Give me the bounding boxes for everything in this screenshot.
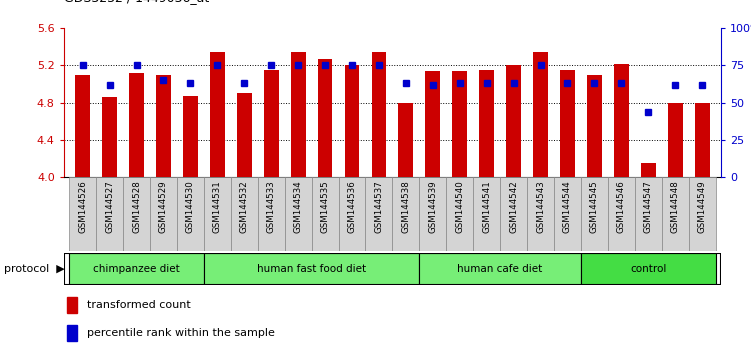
Text: control: control bbox=[630, 264, 666, 274]
Bar bbox=[587, 75, 602, 177]
Text: chimpanzee diet: chimpanzee diet bbox=[93, 264, 180, 274]
Bar bbox=[581, 177, 608, 251]
Text: GSM144549: GSM144549 bbox=[698, 181, 707, 233]
Text: GSM144537: GSM144537 bbox=[375, 181, 384, 234]
Text: GSM144539: GSM144539 bbox=[428, 181, 437, 233]
Bar bbox=[479, 70, 494, 177]
Text: GSM144540: GSM144540 bbox=[455, 181, 464, 234]
Text: GSM144529: GSM144529 bbox=[159, 181, 168, 233]
Bar bbox=[183, 96, 198, 177]
Bar bbox=[129, 73, 144, 177]
Text: GSM144545: GSM144545 bbox=[590, 181, 599, 234]
Bar bbox=[614, 64, 629, 177]
Bar bbox=[366, 177, 392, 251]
Text: GSM144546: GSM144546 bbox=[617, 181, 626, 234]
Bar bbox=[156, 75, 171, 177]
Bar bbox=[204, 253, 419, 285]
Bar bbox=[581, 253, 716, 285]
Bar bbox=[554, 177, 581, 251]
Text: GSM144528: GSM144528 bbox=[132, 181, 141, 234]
Bar bbox=[210, 52, 225, 177]
Bar bbox=[102, 97, 117, 177]
Bar bbox=[452, 71, 467, 177]
Text: GSM144527: GSM144527 bbox=[105, 181, 114, 234]
Bar bbox=[662, 177, 689, 251]
Text: GSM144542: GSM144542 bbox=[509, 181, 518, 234]
Bar bbox=[419, 253, 581, 285]
Text: human fast food diet: human fast food diet bbox=[257, 264, 366, 274]
Bar bbox=[69, 253, 204, 285]
Text: protocol  ▶: protocol ▶ bbox=[4, 264, 65, 274]
Text: GSM144541: GSM144541 bbox=[482, 181, 491, 234]
Text: GSM144548: GSM144548 bbox=[671, 181, 680, 234]
Bar bbox=[339, 177, 366, 251]
Bar bbox=[96, 177, 123, 251]
Text: GDS3232 / 1449036_at: GDS3232 / 1449036_at bbox=[64, 0, 209, 4]
Bar bbox=[425, 71, 440, 177]
Text: transformed count: transformed count bbox=[87, 300, 191, 310]
Bar bbox=[372, 52, 386, 177]
Bar bbox=[500, 177, 527, 251]
Bar bbox=[446, 177, 473, 251]
Bar bbox=[473, 177, 500, 251]
Text: GSM144535: GSM144535 bbox=[321, 181, 330, 234]
Text: GSM144538: GSM144538 bbox=[401, 181, 410, 234]
Bar bbox=[635, 177, 662, 251]
Bar bbox=[668, 103, 683, 177]
Bar bbox=[285, 177, 312, 251]
Bar bbox=[291, 52, 306, 177]
Bar bbox=[67, 325, 77, 341]
Bar bbox=[608, 177, 635, 251]
Text: GSM144543: GSM144543 bbox=[536, 181, 545, 234]
Bar bbox=[258, 177, 285, 251]
Text: GSM144547: GSM144547 bbox=[644, 181, 653, 234]
Bar bbox=[150, 177, 177, 251]
Bar bbox=[312, 177, 339, 251]
Bar bbox=[318, 59, 333, 177]
Bar bbox=[533, 52, 548, 177]
Bar bbox=[399, 103, 413, 177]
Text: human cafe diet: human cafe diet bbox=[457, 264, 543, 274]
Bar bbox=[69, 177, 96, 251]
Bar bbox=[560, 70, 575, 177]
Bar bbox=[264, 70, 279, 177]
Bar bbox=[641, 163, 656, 177]
Bar bbox=[695, 103, 710, 177]
Bar bbox=[506, 65, 521, 177]
Text: GSM144530: GSM144530 bbox=[186, 181, 195, 234]
Bar bbox=[345, 65, 360, 177]
Text: GSM144531: GSM144531 bbox=[213, 181, 222, 234]
Bar bbox=[231, 177, 258, 251]
Bar bbox=[527, 177, 554, 251]
Text: GSM144533: GSM144533 bbox=[267, 181, 276, 234]
Bar bbox=[689, 177, 716, 251]
Bar bbox=[177, 177, 204, 251]
Bar bbox=[392, 177, 419, 251]
Bar bbox=[204, 177, 231, 251]
Bar bbox=[75, 75, 90, 177]
Text: GSM144534: GSM144534 bbox=[294, 181, 303, 234]
Text: GSM144536: GSM144536 bbox=[348, 181, 357, 234]
Text: GSM144532: GSM144532 bbox=[240, 181, 249, 234]
Text: percentile rank within the sample: percentile rank within the sample bbox=[87, 328, 275, 338]
Bar bbox=[123, 177, 150, 251]
Text: GSM144526: GSM144526 bbox=[78, 181, 87, 234]
Bar bbox=[67, 297, 77, 313]
Text: GSM144544: GSM144544 bbox=[563, 181, 572, 234]
Bar bbox=[237, 93, 252, 177]
Bar bbox=[419, 177, 446, 251]
